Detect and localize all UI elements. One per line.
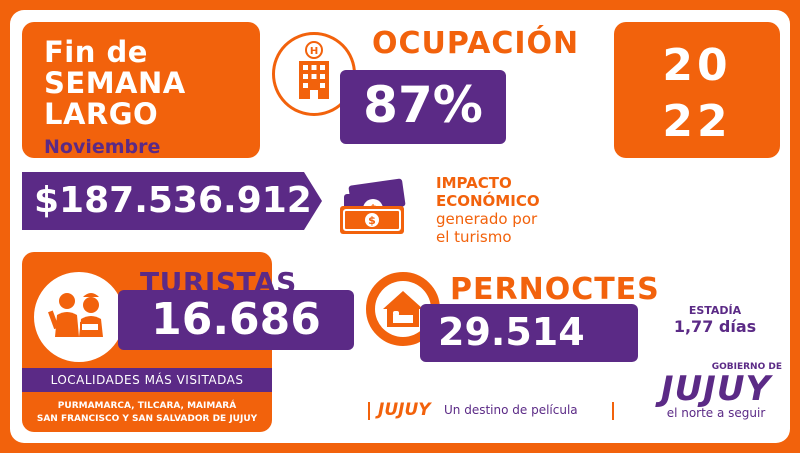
stay-block: ESTADÍA 1,77 días (650, 304, 780, 336)
tourists-value-box: 16.686 (118, 290, 354, 350)
government-top: GOBIERNO DE (711, 362, 782, 372)
stay-value: 1,77 días (673, 317, 757, 336)
tourists-icon (34, 272, 124, 362)
occupancy-label: OCUPACIÓN (372, 26, 580, 61)
stay-label: ESTADÍA (688, 304, 742, 317)
slogan: JUJUY Un destino de película (368, 400, 618, 424)
impact-line-1: IMPACTO (436, 174, 512, 192)
slogan-text: Un destino de película (444, 403, 578, 417)
impact-line-3: generado por (436, 210, 538, 228)
localities-heading: LOCALIDADES MÁS VISITADAS (50, 373, 244, 387)
money-icon: $ $ (336, 178, 410, 238)
title-line-2: SEMANA (44, 66, 186, 100)
government-logo: GOBIERNO DE JUJUY el norte a seguir (650, 362, 782, 420)
year-bottom: 22 (662, 96, 732, 147)
localities-line-2: SAN FRANCISCO Y SAN SALVADOR DE JUJUY (36, 414, 258, 424)
svg-text:H: H (310, 46, 318, 57)
slogan-divider-left (368, 402, 370, 420)
year-top: 20 (662, 40, 732, 91)
economic-impact-text: IMPACTO ECONÓMICO generado por el turism… (436, 174, 540, 246)
year-box: 20 22 (614, 22, 780, 158)
slogan-divider-right (612, 402, 614, 420)
overnight-value: 29.514 (438, 310, 585, 354)
government-tagline: el norte a seguir (666, 406, 766, 420)
title-box: Fin de SEMANA LARGO Noviembre (22, 22, 260, 158)
localities-heading-box: LOCALIDADES MÁS VISITADAS (22, 368, 272, 392)
government-name: JUJUY (660, 369, 772, 409)
occupancy-box: 87% (340, 70, 506, 144)
economic-impact-amount: $187.536.912 (34, 180, 312, 221)
slogan-brand: JUJUY (378, 400, 431, 420)
overnight-box: 29.514 (420, 304, 638, 362)
title-line-3: LARGO (44, 97, 159, 131)
economic-impact-box: $187.536.912 (22, 172, 322, 230)
svg-text:$: $ (368, 214, 376, 227)
impact-line-2: ECONÓMICO (436, 192, 540, 210)
title-line-1: Fin de (44, 35, 148, 69)
title-subtitle: Noviembre (44, 136, 161, 158)
impact-line-4: el turismo (436, 228, 512, 246)
localities-list: PURMAMARCA, TILCARA, MAIMARÁ SAN FRANCIS… (22, 400, 272, 426)
infographic-card: Fin de SEMANA LARGO Noviembre H OCUPACIÓ… (10, 10, 790, 443)
tourists-value: 16.686 (151, 294, 321, 345)
overnight-label: PERNOCTES (450, 272, 660, 307)
occupancy-value: 87% (363, 76, 483, 134)
localities-line-1: PURMAMARCA, TILCARA, MAIMARÁ (57, 401, 237, 411)
